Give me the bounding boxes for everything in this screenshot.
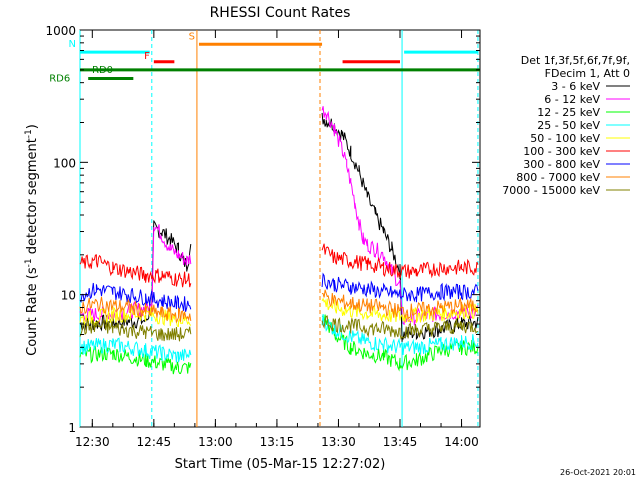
series-lines (79, 106, 479, 375)
legend-label-5: 100 - 300 keV (523, 145, 600, 158)
legend-header-1: FDecim 1, Att 0 (545, 67, 630, 80)
state-bar-label-2: N (69, 39, 76, 50)
legend-label-8: 7000 - 15000 keV (502, 184, 600, 197)
x-tick-label-4: 13:30 (321, 435, 356, 449)
series-line-7 (79, 289, 479, 323)
series-line-2 (79, 314, 479, 375)
x-tick-label-0: 12:30 (75, 435, 110, 449)
x-tick-label-3: 13:15 (260, 435, 295, 449)
state-bar-label-4: F (144, 51, 150, 62)
y-tick-label-0: 1 (68, 421, 76, 435)
x-tick-label-1: 12:45 (137, 435, 172, 449)
legend-label-2: 12 - 25 keV (537, 106, 600, 119)
x-axis-ticks: 12:30 12:45 13:00 13:15 13:30 13:45 14:00 (75, 30, 479, 449)
attenuator-bars: RD0 RD6 N F S (49, 31, 480, 85)
y-axis-label-main: Count Rate (s (25, 267, 40, 356)
series-line-5 (79, 243, 479, 288)
legend-header-0: Det 1f,3f,5f,6f,7f,9f, (521, 54, 630, 67)
legend-label-4: 50 - 100 keV (530, 132, 600, 145)
y-axis-label-sup2: -1 (24, 129, 34, 138)
chart-title: RHESSI Count Rates (210, 5, 351, 21)
y-axis-ticks: 1 10 100 1000 (45, 24, 480, 435)
series-line-6 (79, 272, 479, 312)
x-tick-label-6: 14:00 (444, 435, 479, 449)
y-tick-label-1: 10 (61, 289, 76, 303)
state-bar-label-1: RD6 (49, 74, 70, 85)
series-line-3 (79, 313, 479, 363)
y-axis-label: Count Rate (s-1 detector segment-1) (24, 124, 40, 356)
legend-label-3: 25 - 50 keV (537, 119, 600, 132)
series-line-0 (79, 112, 479, 342)
series-line-4 (79, 297, 479, 327)
state-bar-label-0: RD0 (92, 65, 113, 76)
footer-timestamp: 26-Oct-2021 20:01 (560, 468, 636, 477)
series-line-8 (79, 315, 479, 342)
y-axis-label-mid: detector segment (25, 138, 40, 258)
x-tick-label-2: 13:00 (198, 435, 233, 449)
y-tick-label-2: 100 (53, 156, 76, 170)
y-axis-label-sup1: -1 (24, 258, 34, 267)
legend-label-7: 800 - 7000 keV (516, 171, 600, 184)
legend-label-1: 6 - 12 keV (544, 93, 600, 106)
x-axis-label: Start Time (05-Mar-15 12:27:02) (175, 457, 386, 472)
legend: Det 1f,3f,5f,6f,7f,9f,FDecim 1, Att 03 -… (502, 54, 630, 197)
legend-label-0: 3 - 6 keV (551, 80, 600, 93)
state-bar-label-6: S (189, 31, 195, 42)
legend-label-6: 300 - 800 keV (523, 158, 600, 171)
y-axis-label-end: ) (25, 124, 40, 129)
y-tick-label-3: 1000 (45, 24, 76, 38)
x-tick-label-5: 13:45 (383, 435, 418, 449)
